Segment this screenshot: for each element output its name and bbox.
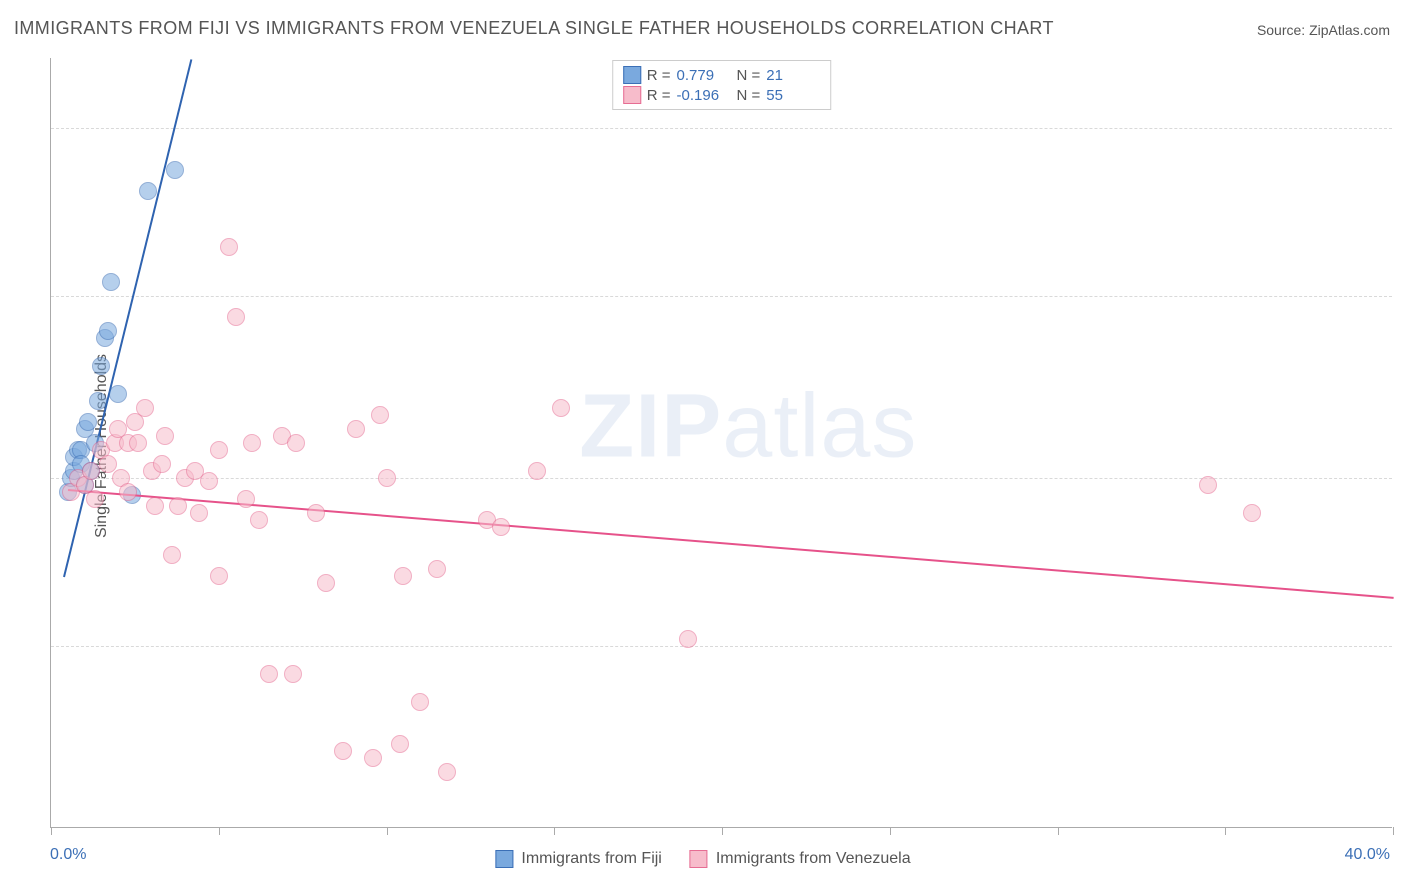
data-point xyxy=(317,574,335,592)
data-point xyxy=(364,749,382,767)
x-tick xyxy=(1058,827,1059,835)
data-point xyxy=(99,455,117,473)
legend-r-value: -0.196 xyxy=(677,87,731,104)
data-point xyxy=(220,238,238,256)
x-tick xyxy=(890,827,891,835)
legend-swatch xyxy=(623,86,641,104)
watermark-light: atlas xyxy=(722,377,917,477)
data-point xyxy=(260,665,278,683)
data-point xyxy=(169,497,187,515)
data-point xyxy=(391,735,409,753)
chart-title: IMMIGRANTS FROM FIJI VS IMMIGRANTS FROM … xyxy=(14,18,1054,39)
data-point xyxy=(371,406,389,424)
data-point xyxy=(210,567,228,585)
data-point xyxy=(438,763,456,781)
data-point xyxy=(119,483,137,501)
source-attribution: Source: ZipAtlas.com xyxy=(1257,22,1390,38)
x-tick xyxy=(387,827,388,835)
data-point xyxy=(307,504,325,522)
data-point xyxy=(679,630,697,648)
data-point xyxy=(136,399,154,417)
data-point xyxy=(1199,476,1217,494)
x-tick xyxy=(722,827,723,835)
chart-plot-area: ZIPatlas R =0.779N =21R =-0.196N =55 1.3… xyxy=(50,58,1392,828)
data-point xyxy=(284,665,302,683)
x-tick xyxy=(1393,827,1394,835)
legend-series-name: Immigrants from Venezuela xyxy=(716,850,911,868)
data-point xyxy=(92,357,110,375)
x-tick xyxy=(554,827,555,835)
data-point xyxy=(82,462,100,480)
y-tick-label: 3.8% xyxy=(1396,288,1406,305)
legend-n-value: 55 xyxy=(766,87,820,104)
data-point xyxy=(129,434,147,452)
y-tick-label: 1.3% xyxy=(1396,638,1406,655)
data-point xyxy=(243,434,261,452)
data-point xyxy=(200,472,218,490)
data-point xyxy=(163,546,181,564)
data-point xyxy=(287,434,305,452)
data-point xyxy=(492,518,510,536)
data-point xyxy=(428,560,446,578)
correlation-legend: R = 0.779 N = 21 R = -0.196 N = 55 xyxy=(612,60,832,110)
gridline-horizontal xyxy=(51,478,1392,479)
data-point xyxy=(334,742,352,760)
data-point xyxy=(190,504,208,522)
legend-n-label: N = xyxy=(737,67,761,84)
x-tick xyxy=(219,827,220,835)
data-point xyxy=(378,469,396,487)
legend-row: R = -0.196 N = 55 xyxy=(623,85,821,105)
gridline-horizontal xyxy=(51,128,1392,129)
x-axis-max-label: 40.0% xyxy=(1345,846,1390,864)
legend-r-label: R = xyxy=(647,87,671,104)
series-legend: Immigrants from Fiji Immigrants from Vene… xyxy=(495,850,910,868)
data-point xyxy=(411,693,429,711)
data-point xyxy=(146,497,164,515)
gridline-horizontal xyxy=(51,296,1392,297)
watermark-bold: ZIP xyxy=(579,377,722,477)
data-point xyxy=(347,420,365,438)
legend-swatch xyxy=(690,850,708,868)
x-tick xyxy=(1225,827,1226,835)
data-point xyxy=(86,490,104,508)
data-point xyxy=(79,413,97,431)
data-point xyxy=(552,399,570,417)
data-point xyxy=(156,427,174,445)
legend-swatch xyxy=(623,66,641,84)
data-point xyxy=(89,392,107,410)
y-tick-label: 2.5% xyxy=(1396,470,1406,487)
data-point xyxy=(109,385,127,403)
x-axis-min-label: 0.0% xyxy=(50,846,86,864)
legend-n-value: 21 xyxy=(766,67,820,84)
data-point xyxy=(237,490,255,508)
trend-line xyxy=(68,489,1393,599)
legend-swatch xyxy=(495,850,513,868)
legend-n-label: N = xyxy=(737,87,761,104)
gridline-horizontal xyxy=(51,646,1392,647)
legend-r-value: 0.779 xyxy=(677,67,731,84)
data-point xyxy=(528,462,546,480)
legend-item: Immigrants from Fiji xyxy=(495,850,661,868)
legend-item: Immigrants from Venezuela xyxy=(690,850,911,868)
data-point xyxy=(394,567,412,585)
data-point xyxy=(102,273,120,291)
data-point xyxy=(227,308,245,326)
data-point xyxy=(139,182,157,200)
legend-row: R = 0.779 N = 21 xyxy=(623,65,821,85)
data-point xyxy=(166,161,184,179)
data-point xyxy=(210,441,228,459)
legend-r-label: R = xyxy=(647,67,671,84)
data-point xyxy=(99,322,117,340)
data-point xyxy=(250,511,268,529)
x-tick xyxy=(51,827,52,835)
legend-series-name: Immigrants from Fiji xyxy=(521,850,661,868)
data-point xyxy=(1243,504,1261,522)
y-tick-label: 5.0% xyxy=(1396,120,1406,137)
data-point xyxy=(153,455,171,473)
watermark: ZIPatlas xyxy=(579,376,917,479)
